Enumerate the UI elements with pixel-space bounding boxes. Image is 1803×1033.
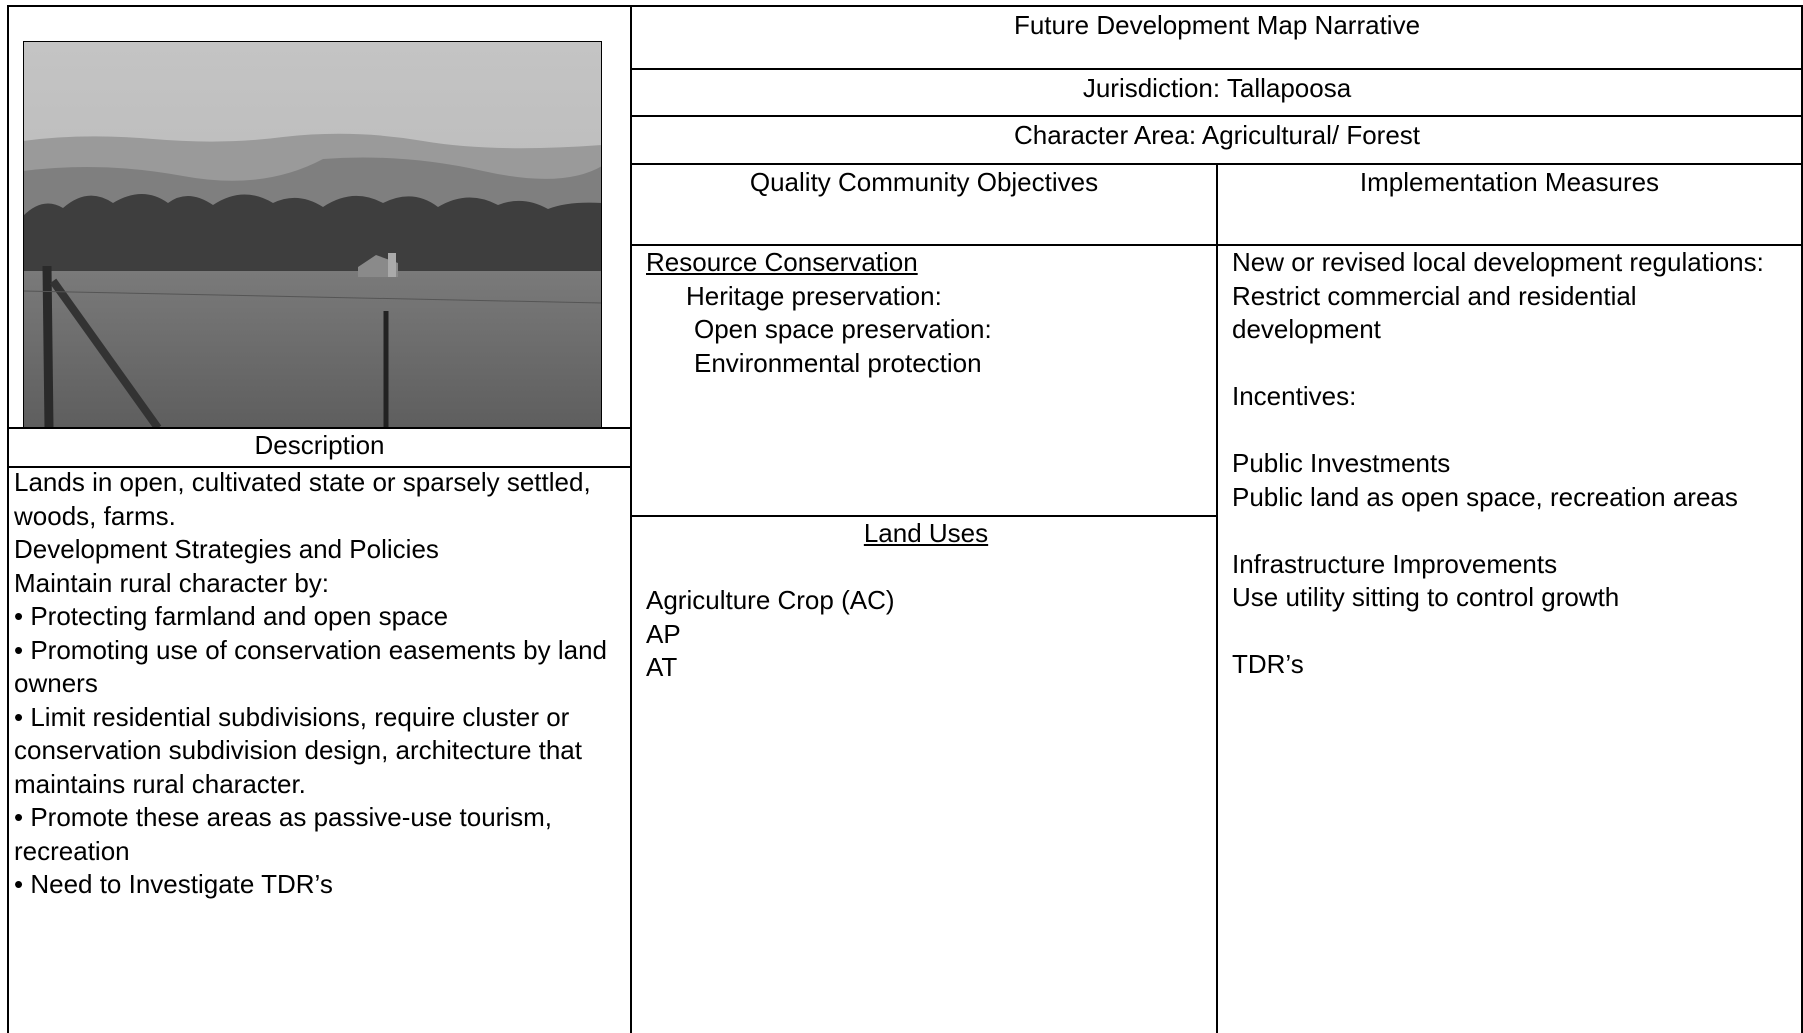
description-body: Lands in open, cultivated state or spars… — [14, 466, 628, 902]
border — [7, 466, 632, 468]
implementation-body: New or revised local development regulat… — [1232, 246, 1792, 682]
description-line: • Limit residential subdivisions, requir… — [14, 701, 582, 799]
spacer — [1232, 615, 1792, 649]
border — [1216, 164, 1218, 1033]
implementation-line: Use utility sitting to control growth — [1232, 582, 1620, 612]
description-line: • Need to Investigate TDR’s — [14, 869, 333, 899]
description-line: Development Strategies and Policies — [14, 534, 439, 564]
implementation-line: TDR’s — [1232, 649, 1304, 679]
spacer — [1232, 347, 1792, 381]
border — [1801, 5, 1803, 1033]
objectives-body: Resource Conservation Heritage preservati… — [646, 246, 1206, 380]
spacer — [646, 551, 1206, 585]
land-use-item: AP — [646, 618, 681, 649]
objective-item: Open space preservation: — [694, 314, 992, 344]
implementation-line: Restrict commercial and residential deve… — [1232, 280, 1637, 345]
description-line: • Protecting farmland and open space — [14, 601, 449, 631]
border — [7, 5, 9, 1033]
implementation-line: New or revised local development regulat… — [1232, 247, 1764, 277]
objective-item: Environmental protection — [694, 347, 982, 378]
objectives-section: Resource Conservation — [646, 247, 918, 277]
border — [7, 5, 1803, 7]
border — [7, 427, 632, 429]
land-use-item: Agriculture Crop (AC) — [646, 585, 895, 615]
landscape-photo — [23, 41, 602, 428]
implementation-line: Public land as open space, recreation ar… — [1232, 481, 1738, 512]
land-use-item: AT — [646, 652, 678, 682]
description-line: Lands in open, cultivated state or spars… — [14, 467, 591, 531]
character-area: Character Area: Agricultural/ Forest — [1013, 120, 1421, 150]
title: Future Development Map Narrative — [1013, 10, 1421, 40]
description-line: Maintain rural character by: — [14, 567, 330, 598]
border — [630, 5, 632, 1033]
description-heading: Description — [254, 430, 385, 460]
spacer — [1232, 514, 1792, 548]
border — [631, 244, 1803, 246]
border — [631, 515, 1218, 517]
land-uses-body: Land Uses Agriculture Crop (AC) AP AT — [646, 517, 1206, 685]
implementation-line: Incentives: — [1232, 381, 1357, 411]
objective-item: Heritage preservation: — [686, 280, 942, 311]
implementation-line: Public Investments — [1232, 448, 1451, 478]
implementation-line: Infrastructure Improvements — [1232, 548, 1558, 579]
border — [631, 163, 1803, 165]
description-line: • Promote these areas as passive-use tou… — [14, 802, 553, 866]
spacer — [1232, 414, 1792, 448]
border — [631, 115, 1803, 117]
implementation-heading: Implementation Measures — [1359, 167, 1660, 197]
border — [631, 68, 1803, 70]
objectives-heading: Quality Community Objectives — [749, 167, 1099, 197]
description-line: • Promoting use of conservation easement… — [14, 634, 607, 699]
land-uses-heading: Land Uses — [863, 518, 989, 548]
jurisdiction: Jurisdiction: Tallapoosa — [1082, 73, 1352, 103]
